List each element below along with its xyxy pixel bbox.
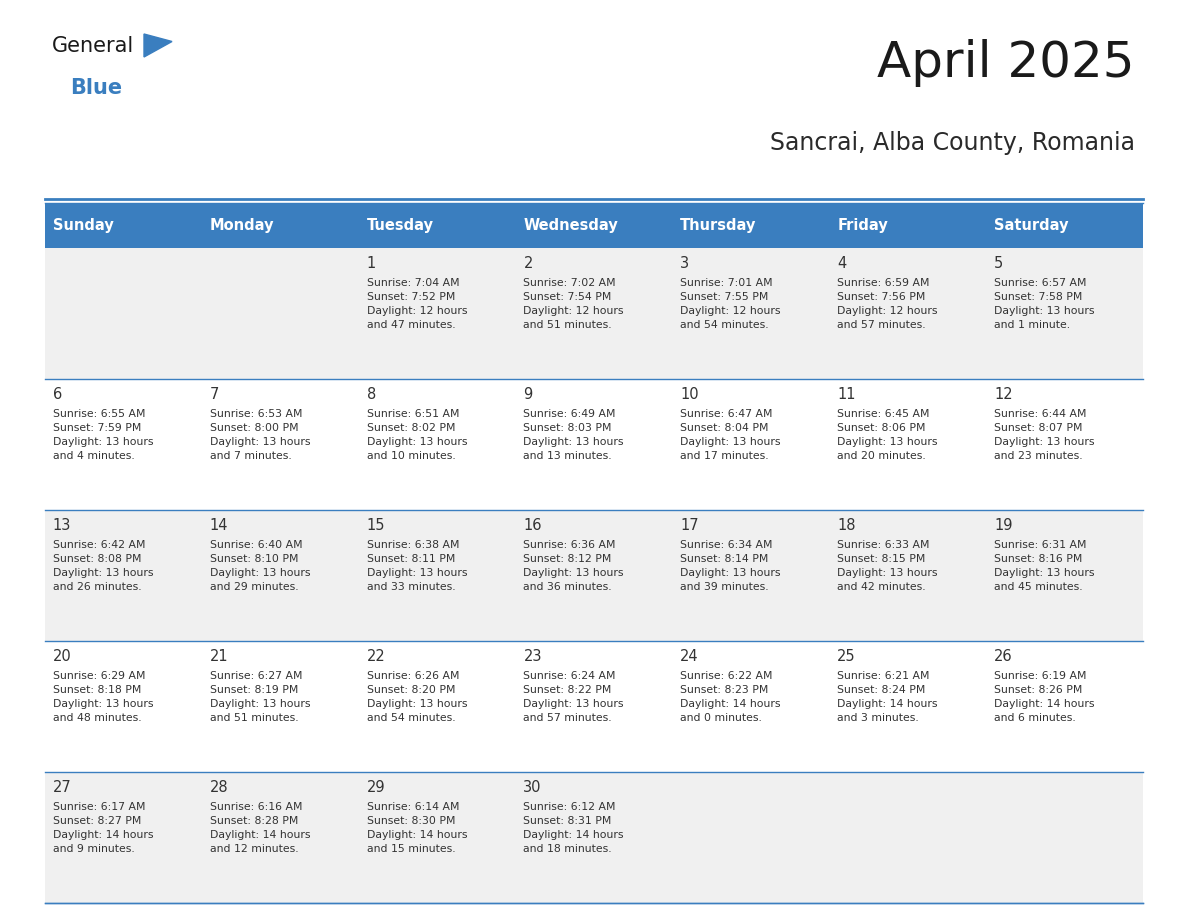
Text: 12: 12 [994,387,1012,402]
Text: Sunrise: 6:47 AM
Sunset: 8:04 PM
Daylight: 13 hours
and 17 minutes.: Sunrise: 6:47 AM Sunset: 8:04 PM Dayligh… [681,409,781,461]
Text: 25: 25 [838,649,855,664]
Text: 2: 2 [524,256,532,271]
Text: Sunrise: 6:40 AM
Sunset: 8:10 PM
Daylight: 13 hours
and 29 minutes.: Sunrise: 6:40 AM Sunset: 8:10 PM Dayligh… [210,540,310,592]
Text: Sunrise: 6:59 AM
Sunset: 7:56 PM
Daylight: 12 hours
and 57 minutes.: Sunrise: 6:59 AM Sunset: 7:56 PM Dayligh… [838,278,937,330]
Text: 4: 4 [838,256,846,271]
Text: 19: 19 [994,518,1012,533]
Text: Sunrise: 6:57 AM
Sunset: 7:58 PM
Daylight: 13 hours
and 1 minute.: Sunrise: 6:57 AM Sunset: 7:58 PM Dayligh… [994,278,1094,330]
Text: Sunrise: 6:29 AM
Sunset: 8:18 PM
Daylight: 13 hours
and 48 minutes.: Sunrise: 6:29 AM Sunset: 8:18 PM Dayligh… [52,671,153,723]
Text: Sunrise: 7:04 AM
Sunset: 7:52 PM
Daylight: 12 hours
and 47 minutes.: Sunrise: 7:04 AM Sunset: 7:52 PM Dayligh… [367,278,467,330]
Bar [45,203,202,248]
Text: 30: 30 [524,780,542,795]
Text: 6: 6 [52,387,62,402]
Text: Wednesday: Wednesday [524,218,618,233]
Text: Sunday: Sunday [52,218,114,233]
Text: Tuesday: Tuesday [367,218,434,233]
Bar [45,772,1143,903]
Text: Sunrise: 6:31 AM
Sunset: 8:16 PM
Daylight: 13 hours
and 45 minutes.: Sunrise: 6:31 AM Sunset: 8:16 PM Dayligh… [994,540,1094,592]
Text: Sunrise: 6:55 AM
Sunset: 7:59 PM
Daylight: 13 hours
and 4 minutes.: Sunrise: 6:55 AM Sunset: 7:59 PM Dayligh… [52,409,153,461]
Text: Thursday: Thursday [681,218,757,233]
Text: Friday: Friday [838,218,887,233]
Text: General: General [52,36,134,56]
Text: 8: 8 [367,387,375,402]
Text: 9: 9 [524,387,532,402]
Text: Sunrise: 6:24 AM
Sunset: 8:22 PM
Daylight: 13 hours
and 57 minutes.: Sunrise: 6:24 AM Sunset: 8:22 PM Dayligh… [524,671,624,723]
Text: Sunrise: 7:01 AM
Sunset: 7:55 PM
Daylight: 12 hours
and 54 minutes.: Sunrise: 7:01 AM Sunset: 7:55 PM Dayligh… [681,278,781,330]
Text: 29: 29 [367,780,385,795]
Text: Sunrise: 6:14 AM
Sunset: 8:30 PM
Daylight: 14 hours
and 15 minutes.: Sunrise: 6:14 AM Sunset: 8:30 PM Dayligh… [367,802,467,854]
Text: Sunrise: 6:16 AM
Sunset: 8:28 PM
Daylight: 14 hours
and 12 minutes.: Sunrise: 6:16 AM Sunset: 8:28 PM Dayligh… [210,802,310,854]
Text: Sunrise: 6:45 AM
Sunset: 8:06 PM
Daylight: 13 hours
and 20 minutes.: Sunrise: 6:45 AM Sunset: 8:06 PM Dayligh… [838,409,937,461]
Text: 5: 5 [994,256,1003,271]
Text: Sunrise: 6:33 AM
Sunset: 8:15 PM
Daylight: 13 hours
and 42 minutes.: Sunrise: 6:33 AM Sunset: 8:15 PM Dayligh… [838,540,937,592]
Bar [986,203,1143,248]
Bar [45,248,1143,379]
Text: 27: 27 [52,780,71,795]
Text: Sunrise: 6:44 AM
Sunset: 8:07 PM
Daylight: 13 hours
and 23 minutes.: Sunrise: 6:44 AM Sunset: 8:07 PM Dayligh… [994,409,1094,461]
Text: 20: 20 [52,649,71,664]
Text: Sunrise: 6:34 AM
Sunset: 8:14 PM
Daylight: 13 hours
and 39 minutes.: Sunrise: 6:34 AM Sunset: 8:14 PM Dayligh… [681,540,781,592]
Text: 17: 17 [681,518,699,533]
Bar [45,510,1143,641]
Bar [45,641,1143,772]
Text: 22: 22 [367,649,385,664]
Bar [45,379,1143,510]
Text: Sunrise: 6:49 AM
Sunset: 8:03 PM
Daylight: 13 hours
and 13 minutes.: Sunrise: 6:49 AM Sunset: 8:03 PM Dayligh… [524,409,624,461]
Text: 7: 7 [210,387,219,402]
Text: Sunrise: 6:21 AM
Sunset: 8:24 PM
Daylight: 14 hours
and 3 minutes.: Sunrise: 6:21 AM Sunset: 8:24 PM Dayligh… [838,671,937,723]
Text: 1: 1 [367,256,375,271]
Text: 13: 13 [52,518,71,533]
Text: Saturday: Saturday [994,218,1068,233]
Text: Sunrise: 6:22 AM
Sunset: 8:23 PM
Daylight: 14 hours
and 0 minutes.: Sunrise: 6:22 AM Sunset: 8:23 PM Dayligh… [681,671,781,723]
Text: 28: 28 [210,780,228,795]
Bar [359,203,516,248]
Bar [202,203,359,248]
Text: Sunrise: 6:53 AM
Sunset: 8:00 PM
Daylight: 13 hours
and 7 minutes.: Sunrise: 6:53 AM Sunset: 8:00 PM Dayligh… [210,409,310,461]
Text: 11: 11 [838,387,855,402]
Text: 10: 10 [681,387,699,402]
Text: April 2025: April 2025 [878,39,1135,87]
Text: 18: 18 [838,518,855,533]
Text: Sunrise: 6:19 AM
Sunset: 8:26 PM
Daylight: 14 hours
and 6 minutes.: Sunrise: 6:19 AM Sunset: 8:26 PM Dayligh… [994,671,1094,723]
Text: Sunrise: 7:02 AM
Sunset: 7:54 PM
Daylight: 12 hours
and 51 minutes.: Sunrise: 7:02 AM Sunset: 7:54 PM Dayligh… [524,278,624,330]
Text: Sunrise: 6:38 AM
Sunset: 8:11 PM
Daylight: 13 hours
and 33 minutes.: Sunrise: 6:38 AM Sunset: 8:11 PM Dayligh… [367,540,467,592]
Text: 14: 14 [210,518,228,533]
Polygon shape [144,34,172,57]
Text: Sunrise: 6:36 AM
Sunset: 8:12 PM
Daylight: 13 hours
and 36 minutes.: Sunrise: 6:36 AM Sunset: 8:12 PM Dayligh… [524,540,624,592]
Text: Monday: Monday [210,218,274,233]
Bar [516,203,672,248]
Text: 26: 26 [994,649,1012,664]
Text: Sancrai, Alba County, Romania: Sancrai, Alba County, Romania [770,131,1135,155]
Text: Sunrise: 6:42 AM
Sunset: 8:08 PM
Daylight: 13 hours
and 26 minutes.: Sunrise: 6:42 AM Sunset: 8:08 PM Dayligh… [52,540,153,592]
Text: 3: 3 [681,256,689,271]
Text: Blue: Blue [70,78,122,98]
Text: 21: 21 [210,649,228,664]
Text: 24: 24 [681,649,699,664]
Text: Sunrise: 6:27 AM
Sunset: 8:19 PM
Daylight: 13 hours
and 51 minutes.: Sunrise: 6:27 AM Sunset: 8:19 PM Dayligh… [210,671,310,723]
Text: Sunrise: 6:12 AM
Sunset: 8:31 PM
Daylight: 14 hours
and 18 minutes.: Sunrise: 6:12 AM Sunset: 8:31 PM Dayligh… [524,802,624,854]
Text: Sunrise: 6:51 AM
Sunset: 8:02 PM
Daylight: 13 hours
and 10 minutes.: Sunrise: 6:51 AM Sunset: 8:02 PM Dayligh… [367,409,467,461]
Text: Sunrise: 6:17 AM
Sunset: 8:27 PM
Daylight: 14 hours
and 9 minutes.: Sunrise: 6:17 AM Sunset: 8:27 PM Dayligh… [52,802,153,854]
Bar [672,203,829,248]
Text: 16: 16 [524,518,542,533]
Text: 23: 23 [524,649,542,664]
Text: Sunrise: 6:26 AM
Sunset: 8:20 PM
Daylight: 13 hours
and 54 minutes.: Sunrise: 6:26 AM Sunset: 8:20 PM Dayligh… [367,671,467,723]
Bar [829,203,986,248]
Text: 15: 15 [367,518,385,533]
